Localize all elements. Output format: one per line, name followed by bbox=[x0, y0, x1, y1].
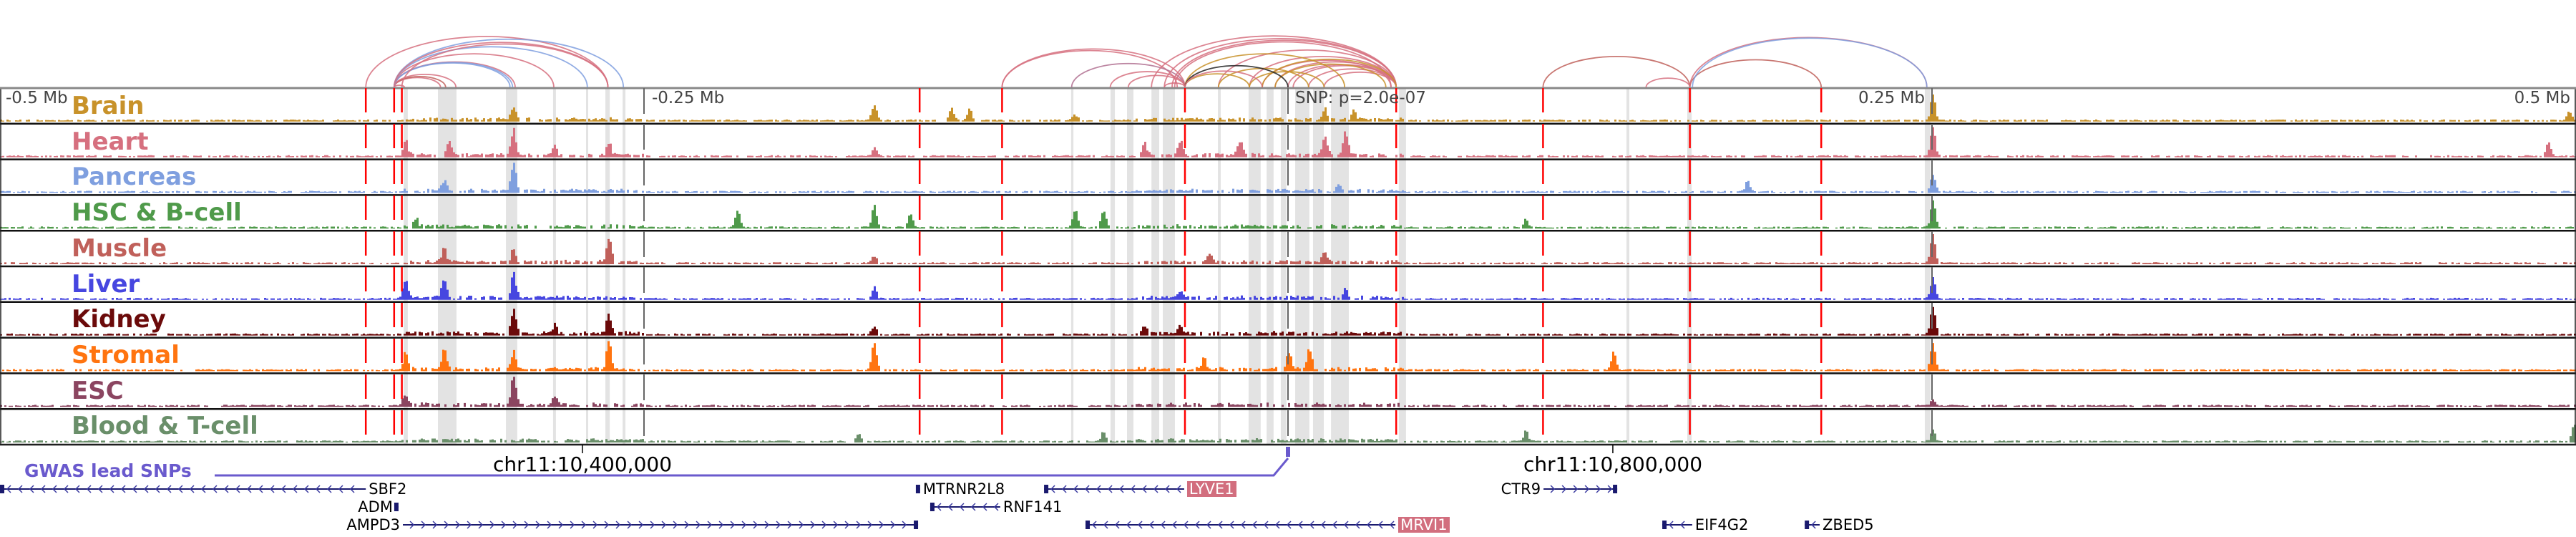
interaction-arc bbox=[1184, 53, 1346, 88]
track-signal-hsc-b-cell bbox=[0, 200, 2574, 229]
gene-label-ampd3: AMPD3 bbox=[346, 516, 401, 533]
interaction-arc bbox=[1692, 37, 1928, 88]
track-signal-stromal bbox=[2, 341, 2576, 372]
track-signal-blood-t-cell bbox=[0, 425, 2576, 442]
gene-exon bbox=[1044, 485, 1049, 493]
interaction-arc bbox=[1184, 73, 1250, 88]
gene-label-mtrnr2l8: MTRNR2L8 bbox=[922, 480, 1005, 498]
strand-arrows-icon bbox=[1811, 521, 1816, 529]
interaction-arc bbox=[1184, 64, 1289, 88]
gwas-track-label: GWAS lead SNPs bbox=[24, 460, 192, 481]
track-label-pancreas: Pancreas bbox=[72, 163, 197, 191]
interaction-arc bbox=[1645, 77, 1691, 88]
gene-label-rnf141: RNF141 bbox=[1002, 498, 1063, 516]
gene-exon bbox=[0, 485, 4, 493]
interaction-arc bbox=[1689, 59, 1823, 88]
scale-label-0.5mb: 0.5 Mb bbox=[2514, 89, 2570, 107]
interaction-arc bbox=[1174, 41, 1392, 88]
strand-arrows-icon bbox=[1091, 521, 1395, 529]
interaction-arc bbox=[1184, 70, 1263, 88]
scale-label-0.25mb: 0.25 Mb bbox=[1858, 89, 1925, 107]
gene-label-adm: ADM bbox=[358, 498, 393, 516]
track-label-brain: Brain bbox=[72, 92, 145, 120]
interaction-arc bbox=[1109, 71, 1186, 88]
interaction-arc bbox=[393, 38, 625, 88]
coordinate-label: chr11:10,800,000 bbox=[1523, 453, 1703, 476]
gwas-snp-marker bbox=[1286, 447, 1290, 457]
gene-exon bbox=[1805, 521, 1810, 529]
scale-label-minus-0.5mb: -0.5 Mb bbox=[6, 89, 68, 107]
gene-exon bbox=[930, 503, 935, 511]
interaction-arc bbox=[1249, 71, 1325, 88]
gene-exon bbox=[915, 485, 920, 493]
scale-label-minus-0.25mb: -0.25 Mb bbox=[652, 89, 725, 107]
coordinate-label: chr11:10,400,000 bbox=[492, 453, 673, 476]
interaction-arc bbox=[365, 36, 609, 88]
interaction-arc bbox=[401, 43, 609, 88]
strand-arrows-icon bbox=[409, 521, 907, 529]
track-label-liver: Liver bbox=[72, 270, 140, 299]
gene-exon bbox=[1613, 485, 1618, 493]
strand-arrows-icon bbox=[1550, 485, 1613, 493]
interaction-arc bbox=[1163, 82, 1186, 88]
interaction-arc bbox=[393, 53, 555, 88]
gwas-connector-line bbox=[215, 458, 1289, 477]
gene-label-zbed5: ZBED5 bbox=[1823, 516, 1874, 533]
strand-arrows-icon bbox=[936, 503, 999, 511]
track-label-kidney: Kidney bbox=[72, 305, 166, 334]
strand-arrows-icon bbox=[1050, 485, 1181, 493]
track-signal-esc bbox=[0, 377, 2576, 407]
gene-label-mrvi1: MRVI1 bbox=[1398, 517, 1450, 533]
interaction-arc bbox=[1542, 56, 1691, 88]
interaction-arc bbox=[1001, 49, 1179, 88]
gene-label-eif4g2: EIF4G2 bbox=[1694, 516, 1749, 533]
interaction-arc bbox=[1323, 71, 1397, 88]
track-label-hsc-bcell: HSC & B-cell bbox=[72, 198, 242, 227]
gene-exon bbox=[394, 503, 399, 511]
gene-exon bbox=[914, 521, 919, 529]
interaction-arc bbox=[1127, 74, 1186, 88]
gene-label-ctr9: CTR9 bbox=[1501, 480, 1541, 498]
interaction-arc bbox=[393, 73, 457, 88]
gene-label-sbf2: SBF2 bbox=[369, 480, 407, 498]
interaction-arc bbox=[1262, 58, 1397, 88]
interaction-arc bbox=[393, 46, 588, 88]
track-label-heart: Heart bbox=[72, 127, 149, 156]
gene-exon bbox=[1085, 521, 1091, 529]
strand-arrows-icon bbox=[1669, 521, 1685, 529]
gene-label-lyve1: LYVE1 bbox=[1186, 481, 1236, 497]
track-label-esc: ESC bbox=[72, 377, 124, 405]
interaction-arc bbox=[393, 62, 514, 88]
track-label-blood-tcell: Blood & T-cell bbox=[72, 412, 258, 440]
interaction-arc bbox=[1070, 62, 1186, 88]
interaction-arc bbox=[1171, 39, 1397, 88]
track-label-stromal: Stromal bbox=[72, 341, 180, 369]
strand-arrows-icon bbox=[6, 485, 355, 493]
interaction-arc bbox=[1217, 49, 1397, 88]
track-label-muscle: Muscle bbox=[72, 234, 167, 263]
gene-exon bbox=[1662, 521, 1667, 529]
snp-pvalue-label: SNP: p=2.0e-07 bbox=[1295, 89, 1426, 107]
